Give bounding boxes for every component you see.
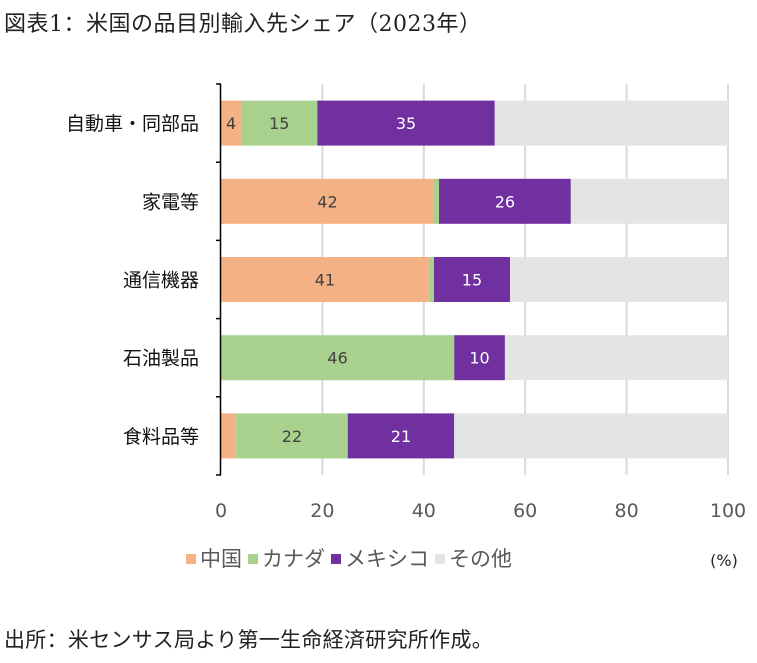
chart-title: 図表1：米国の品目別輸入先シェア（2023年）	[4, 12, 482, 37]
category-label: 家電等	[142, 191, 199, 213]
bar-segment	[570, 178, 728, 224]
data-label: 22	[282, 427, 302, 446]
legend-swatch	[186, 554, 196, 564]
legend-swatch	[331, 554, 341, 564]
bar-segment	[454, 335, 505, 381]
bar-segment	[317, 100, 495, 146]
bar-segment	[428, 257, 434, 302]
source-note: 出所：米センサス局より第一生命経済研究所作成。	[4, 628, 494, 652]
category-label: 通信機器	[123, 270, 199, 292]
bar-segment	[236, 413, 348, 459]
bar-segment	[221, 335, 455, 381]
data-label: 15	[462, 271, 482, 290]
bar-segment	[433, 257, 510, 302]
data-label: 15	[269, 114, 289, 133]
bar-segment	[494, 100, 728, 146]
category-label: 石油製品	[123, 348, 199, 370]
data-label: 46	[327, 349, 347, 368]
legend-swatch	[435, 554, 445, 564]
data-label: 4	[226, 114, 236, 133]
y-axis	[216, 83, 222, 476]
legend-label: その他	[449, 547, 512, 571]
data-label: 10	[469, 349, 489, 368]
legend-swatch	[248, 554, 258, 564]
data-label: 35	[396, 114, 416, 133]
x-tick-label: 40	[412, 500, 436, 522]
bar-segment	[504, 335, 728, 381]
bar-segment	[241, 100, 318, 146]
x-tick-label: 80	[615, 500, 639, 522]
unit-label: (%)	[710, 551, 738, 570]
bar-segment	[347, 413, 455, 459]
data-label: 41	[315, 271, 335, 290]
x-tick-labels: 0 20 40 60 80 100	[215, 500, 746, 522]
category-label: 食料品等	[123, 426, 199, 448]
x-tick-label: 0	[215, 500, 227, 522]
legend-label: カナダ	[262, 547, 325, 571]
x-tick-label: 60	[513, 500, 537, 522]
legend-label: メキシコ	[345, 547, 429, 571]
data-label: 42	[317, 192, 337, 211]
bar-segment	[509, 257, 728, 302]
legend-label: 中国	[200, 547, 242, 571]
bar-segment	[221, 178, 434, 224]
data-label: 26	[495, 192, 515, 211]
bar-segment	[454, 413, 728, 459]
bar-segment	[439, 178, 571, 224]
x-tick-label: 100	[710, 500, 746, 522]
bar-segment	[433, 178, 440, 224]
legend: 中国 カナダ メキシコ その他	[186, 547, 512, 571]
bar-segment	[221, 413, 237, 459]
category-label: 自動車・同部品	[66, 113, 199, 135]
bars: 4 15 35 42 26 41 15 46 10 22 21	[221, 100, 728, 459]
x-tick-label: 20	[310, 500, 334, 522]
bar-segment	[221, 100, 242, 146]
data-label: 21	[391, 427, 411, 446]
bar-segment	[221, 257, 429, 302]
